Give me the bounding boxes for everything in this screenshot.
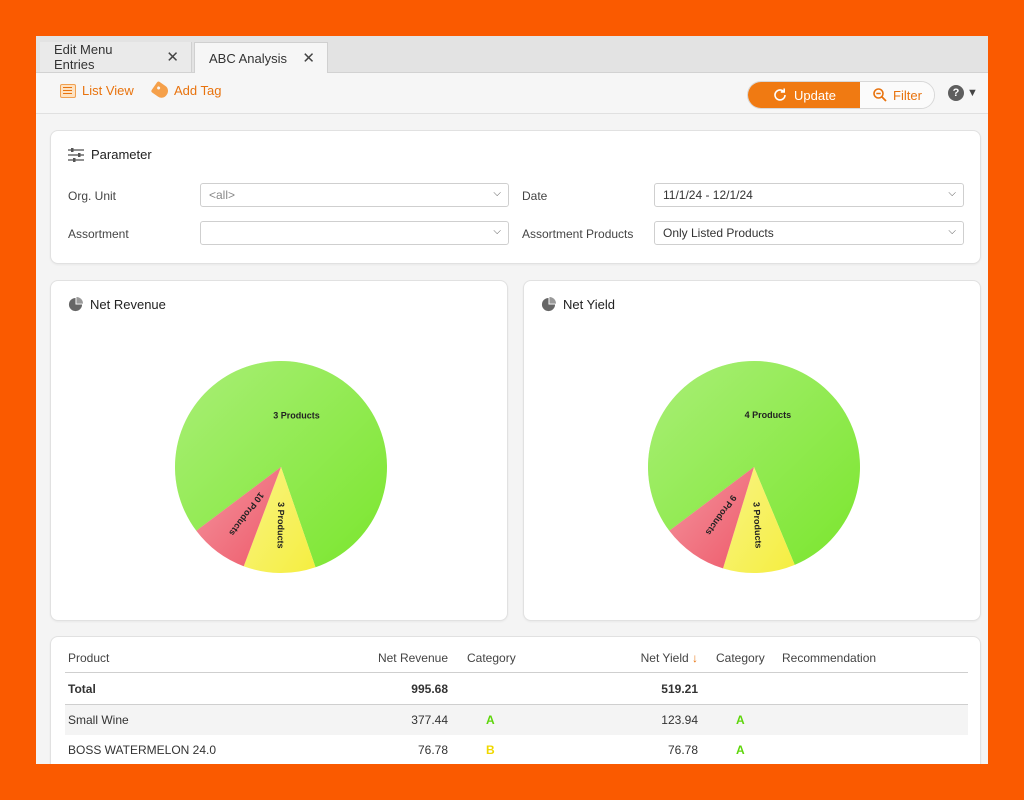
org-unit-label: Org. Unit: [68, 189, 117, 203]
net-yield-header-label: Net Yield: [640, 651, 689, 665]
list-view-label: List View: [82, 83, 134, 98]
chevron-down-icon: ⌵: [493, 188, 501, 199]
list-view-button[interactable]: List View: [60, 83, 134, 98]
yield-category: A: [736, 743, 745, 757]
net-yield-chart-panel: Net Yield 4 Products 3 Products 9 Products: [523, 280, 981, 621]
sort-arrow-icon: ↓: [692, 651, 698, 665]
header-divider: [65, 672, 968, 673]
pie-slice-label: 3 Products: [751, 502, 763, 549]
list-icon: [60, 83, 76, 98]
filter-button[interactable]: Filter: [860, 82, 934, 108]
update-label: Update: [794, 87, 836, 103]
app-window: Edit Menu Entries ✕ ABC Analysis ✕ List …: [36, 36, 988, 764]
column-header-category-2[interactable]: Category: [716, 651, 765, 665]
pie-slice-shading: [196, 467, 281, 567]
net-revenue-value: 377.44: [411, 713, 448, 727]
chevron-down-icon: ▼: [967, 87, 978, 99]
tab-label: Edit Menu Entries: [54, 42, 113, 72]
close-icon[interactable]: ✕: [302, 50, 315, 67]
net-yield-value: 123.94: [661, 713, 698, 727]
assortment-products-select[interactable]: Only Listed Products ⌵: [654, 221, 964, 245]
assortment-products-value: Only Listed Products: [663, 226, 774, 240]
assortment-products-label: Assortment Products: [522, 227, 634, 241]
total-net-yield: 519.21: [661, 682, 698, 696]
tab-edit-menu-entries[interactable]: Edit Menu Entries ✕: [40, 42, 192, 72]
net-revenue-value: 76.78: [417, 743, 448, 757]
org-unit-value: <all>: [209, 188, 236, 202]
action-button-group: Update Filter: [747, 81, 935, 109]
column-header-recommendation[interactable]: Recommendation: [782, 651, 877, 665]
help-menu[interactable]: ? ▼: [948, 85, 978, 101]
pie-slice-shading: [175, 361, 388, 568]
parameter-header: Parameter: [68, 147, 152, 162]
date-value: 11/1/24 - 12/1/24: [663, 188, 753, 202]
column-header-net-revenue[interactable]: Net Revenue: [377, 651, 448, 665]
chart-title: Net Revenue: [90, 297, 166, 312]
date-label: Date: [522, 189, 548, 203]
chart-title: Net Yield: [563, 297, 616, 312]
product-name: Small Wine: [68, 713, 129, 727]
tab-bar: Edit Menu Entries ✕ ABC Analysis ✕: [36, 36, 988, 73]
parameter-panel: Parameter Org. Unit <all> ⌵ Date 11/1/24…: [50, 130, 981, 264]
abc-results-table: Product Net Revenue Category Net Yield ↓…: [50, 636, 981, 764]
pie-slice-shading: [669, 467, 754, 569]
net-revenue-header: Net Revenue: [68, 297, 166, 312]
assortment-label: Assortment: [68, 227, 129, 241]
add-tag-label: Add Tag: [174, 83, 222, 98]
refresh-icon: [774, 88, 786, 101]
column-header-product[interactable]: Product: [68, 651, 110, 665]
pie-slice-shading: [243, 467, 316, 573]
zoom-out-icon: [873, 88, 887, 102]
total-divider: [65, 704, 968, 705]
column-header-net-yield[interactable]: Net Yield ↓: [611, 651, 698, 665]
product-name: BOSS WATERMELON 24.0: [68, 743, 217, 757]
pie-chart-icon: [541, 297, 556, 312]
add-tag-button[interactable]: Add Tag: [150, 80, 222, 101]
table-row[interactable]: [65, 705, 968, 735]
revenue-category: A: [486, 713, 495, 727]
tab-abc-analysis[interactable]: ABC Analysis ✕: [194, 42, 328, 73]
pie-slice-shading: [648, 361, 860, 565]
toolbar: List View Add Tag Update Filter: [36, 73, 988, 114]
help-icon: ?: [948, 85, 964, 101]
parameter-title: Parameter: [91, 147, 152, 162]
filter-label: Filter: [893, 87, 922, 103]
net-yield-value: 76.78: [667, 743, 698, 757]
assortment-select[interactable]: ⌵: [200, 221, 509, 245]
chevron-down-icon: ⌵: [493, 226, 501, 237]
total-label: Total: [68, 682, 96, 696]
pie-slice-label: 3 Products: [273, 411, 320, 421]
total-net-revenue: 995.68: [411, 682, 448, 696]
close-icon[interactable]: ✕: [166, 49, 179, 66]
column-header-category[interactable]: Category: [467, 651, 516, 665]
net-revenue-chart-panel: Net Revenue 3 Products 3 Products 10 Produ…: [50, 280, 508, 621]
update-button[interactable]: Update: [748, 82, 860, 108]
pie-slice-label: 3 Products: [275, 502, 286, 549]
pie-slice-shading: [723, 467, 795, 573]
tag-icon: [150, 80, 171, 101]
pie-slice-label: 4 Products: [745, 410, 792, 420]
pie-chart-icon: [68, 297, 83, 312]
yield-category: A: [736, 713, 745, 727]
chevron-down-icon: ⌵: [948, 188, 956, 199]
chevron-down-icon: ⌵: [948, 226, 956, 237]
revenue-category: B: [486, 743, 495, 757]
org-unit-select[interactable]: <all> ⌵: [200, 183, 509, 207]
tab-label: ABC Analysis: [209, 50, 288, 66]
net-yield-header: Net Yield: [541, 297, 615, 312]
sliders-icon: [68, 147, 84, 162]
date-select[interactable]: 11/1/24 - 12/1/24 ⌵: [654, 183, 964, 207]
